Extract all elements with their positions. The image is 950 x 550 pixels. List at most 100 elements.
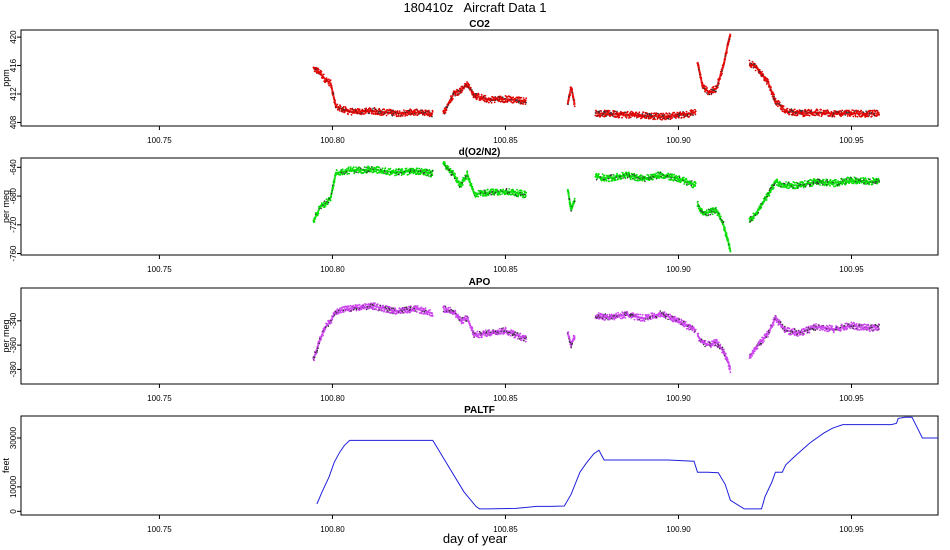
data-point [786, 107, 789, 110]
segment-trend [312, 305, 434, 361]
data-point-dark [607, 177, 610, 180]
data-point [647, 318, 649, 321]
data-point [819, 329, 821, 331]
data-point-dark [570, 210, 572, 212]
data-point [697, 334, 699, 336]
data-point [336, 103, 339, 106]
data-point [406, 114, 409, 117]
data-point [659, 114, 661, 117]
data-point [373, 107, 376, 109]
data-point [399, 308, 402, 310]
data-point [671, 113, 674, 116]
data-point [572, 340, 574, 342]
data-point-dark [686, 183, 688, 185]
data-point [803, 333, 805, 336]
data-point [633, 318, 636, 321]
data-point [428, 115, 431, 118]
data-point [865, 183, 867, 186]
data-point [517, 194, 520, 197]
data-point [465, 82, 467, 85]
data-point [444, 162, 446, 165]
data-point [416, 305, 419, 307]
data-point [510, 329, 513, 331]
data-point [804, 114, 806, 117]
data-point-dark [598, 111, 601, 114]
data-point [631, 112, 633, 115]
data-point [431, 312, 433, 314]
segment-trend [312, 168, 433, 222]
data-point [834, 185, 837, 188]
data-point [840, 115, 842, 118]
data-point [453, 172, 455, 174]
data-point [683, 176, 685, 179]
data-point-dark [573, 200, 576, 203]
data-point [841, 109, 844, 112]
data-point [773, 93, 775, 96]
data-point [876, 110, 879, 112]
data-segment [696, 33, 732, 96]
data-point [522, 194, 525, 197]
data-point [425, 170, 428, 173]
data-point [481, 190, 484, 193]
data-point [454, 311, 457, 313]
data-point [712, 85, 715, 88]
data-point [752, 219, 754, 222]
data-point-dark [839, 326, 842, 329]
x-tick-label: 100.95 [839, 394, 864, 403]
data-point [727, 365, 730, 368]
data-point [778, 183, 780, 186]
data-point-dark [709, 345, 711, 347]
data-point [771, 325, 774, 328]
data-point [414, 113, 417, 116]
data-point-dark [691, 180, 693, 182]
data-point [844, 322, 847, 325]
data-point [845, 181, 848, 184]
data-segment [748, 59, 881, 118]
y-axis-label: feet [1, 457, 11, 473]
y-axis-label: ppm [1, 69, 11, 87]
data-point [841, 183, 844, 186]
data-point [476, 330, 479, 333]
data-point [751, 349, 754, 352]
data-point [346, 172, 349, 175]
data-point [376, 303, 379, 306]
data-point [713, 88, 716, 90]
data-point [673, 319, 676, 322]
data-point [829, 184, 831, 187]
data-point [596, 177, 599, 180]
data-point [571, 204, 574, 207]
data-point [374, 302, 376, 305]
segment-trend [748, 61, 880, 115]
data-point [679, 321, 681, 324]
data-point [850, 321, 853, 324]
data-point [328, 84, 331, 87]
data-point-dark [523, 339, 525, 342]
data-point [393, 114, 395, 116]
data-point [783, 186, 785, 189]
data-point [700, 211, 702, 214]
data-point-dark [794, 112, 797, 115]
data-point [329, 322, 331, 325]
data-point [362, 172, 365, 174]
data-point [777, 105, 779, 108]
data-point [780, 108, 783, 111]
data-point [723, 229, 726, 232]
data-point [631, 115, 634, 117]
data-point [867, 323, 870, 326]
data-point [411, 169, 414, 172]
data-point [348, 172, 351, 175]
data-point [725, 232, 728, 235]
data-point [394, 174, 396, 177]
data-point [828, 111, 830, 114]
data-point [793, 108, 796, 111]
data-point-dark [525, 101, 527, 104]
data-point [496, 188, 498, 191]
data-point-dark [700, 338, 703, 341]
data-point [454, 173, 456, 175]
data-point [654, 118, 656, 121]
data-point-dark [778, 103, 781, 105]
data-point [324, 205, 327, 207]
data-point [520, 339, 523, 342]
data-point [488, 329, 491, 331]
data-point [630, 176, 633, 179]
